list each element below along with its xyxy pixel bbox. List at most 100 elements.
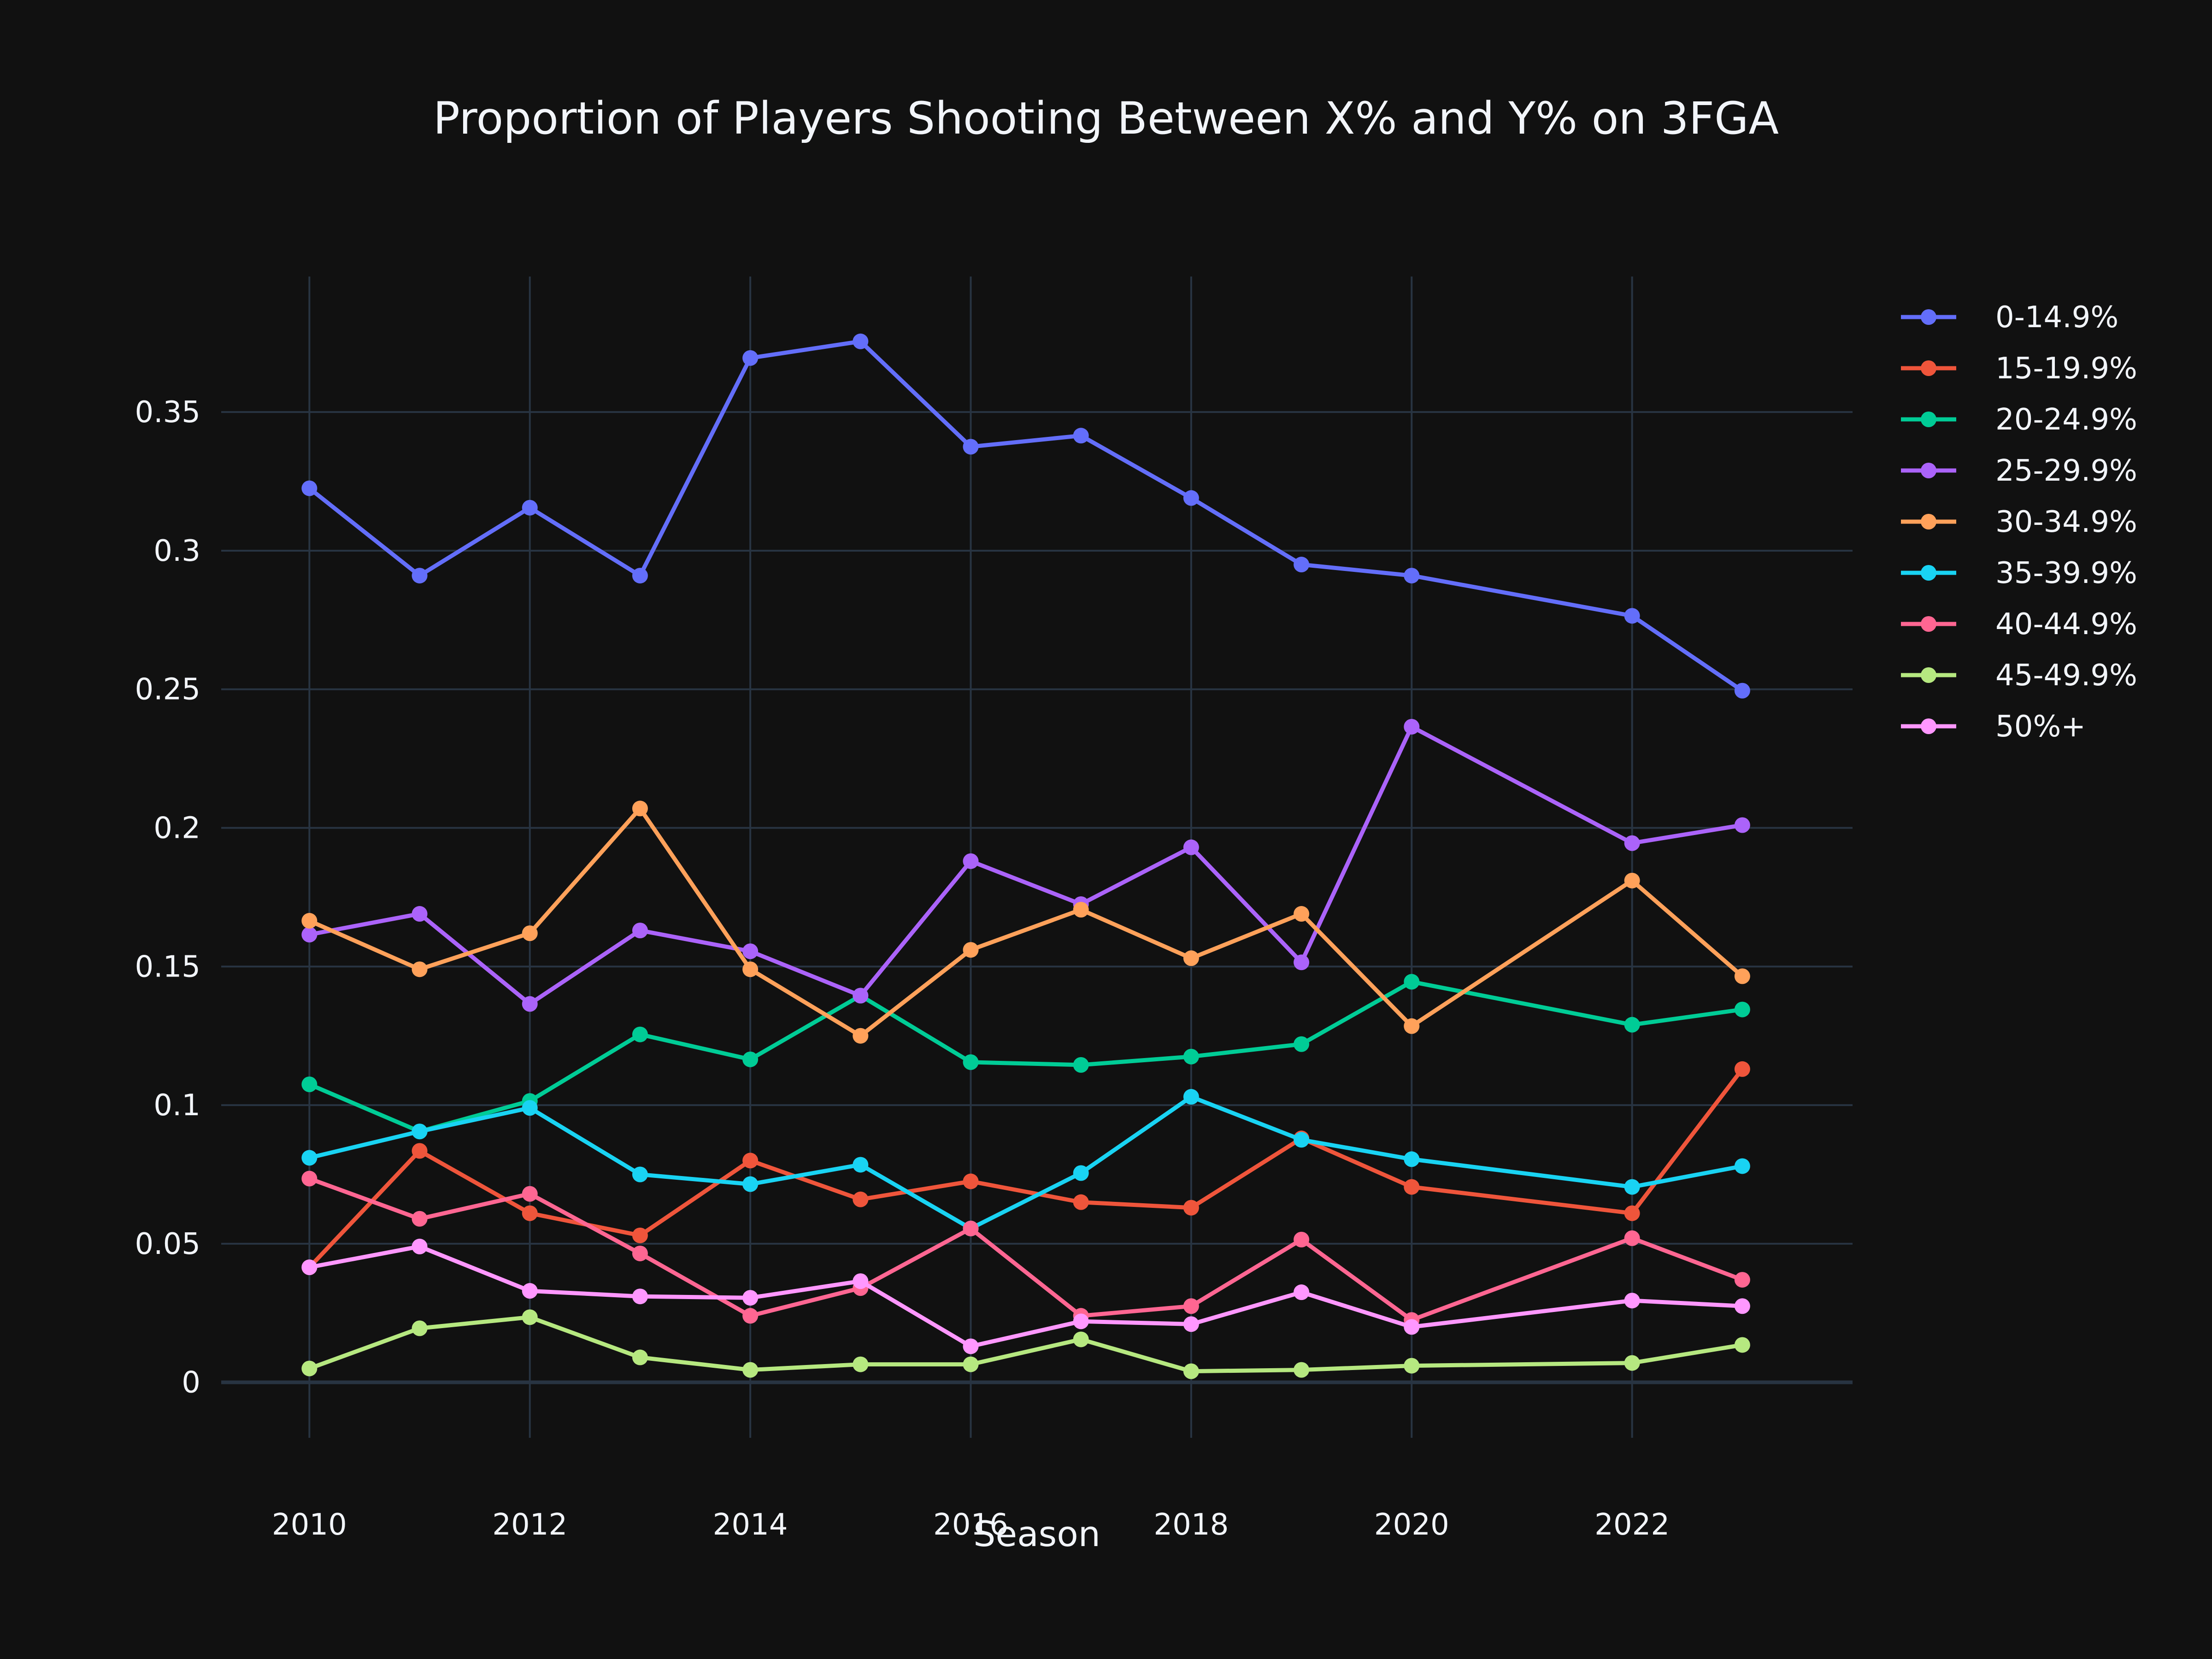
data-point	[853, 333, 869, 349]
data-point	[1073, 1313, 1089, 1330]
data-point	[1183, 1316, 1199, 1332]
legend-item[interactable]: 40-44.9%	[1901, 607, 2137, 641]
data-point	[1624, 1017, 1640, 1033]
data-point	[1294, 1036, 1310, 1052]
data-point	[522, 1186, 538, 1202]
data-point	[1294, 954, 1310, 971]
legend[interactable]: 0-14.9% 15-19.9% 20-24.9% 25-29.9% 30-34.9% 3…	[1901, 300, 2137, 744]
data-point	[963, 1173, 979, 1189]
data-point	[1183, 1200, 1199, 1216]
data-point	[301, 913, 318, 929]
legend-marker	[1921, 360, 1936, 376]
series-30-34.9%	[301, 800, 1750, 1044]
legend-item[interactable]: 25-29.9%	[1901, 454, 2137, 488]
data-point	[632, 800, 648, 817]
y-tick-label: 0	[182, 1366, 200, 1400]
x-tick-label: 2010	[272, 1508, 347, 1542]
data-point	[1294, 1284, 1310, 1300]
data-point	[742, 1051, 759, 1067]
data-point	[1073, 901, 1089, 918]
data-point	[1734, 1158, 1750, 1174]
data-point	[632, 1288, 648, 1305]
legend-label: 15-19.9%	[1995, 352, 2137, 386]
data-point	[1183, 950, 1199, 966]
y-tick-label: 0.35	[135, 395, 201, 429]
data-point	[742, 1153, 759, 1169]
data-point	[301, 1259, 318, 1276]
data-point	[742, 1308, 759, 1324]
data-point	[632, 1026, 648, 1042]
data-point	[1404, 718, 1420, 735]
data-point	[522, 925, 538, 941]
x-tick-label: 2020	[1374, 1508, 1449, 1542]
data-point	[853, 1273, 869, 1289]
x-tick-label: 2014	[713, 1508, 788, 1542]
axes: 2010 2012 2014 2016 2018 2020 2022 0 0.05 0.1 0.15…	[135, 395, 1670, 1542]
x-tick-label: 2022	[1594, 1508, 1670, 1542]
legend-item[interactable]: 15-19.9%	[1901, 352, 2137, 386]
data-point	[1294, 557, 1310, 573]
data-point	[301, 1171, 318, 1187]
data-point	[1624, 835, 1640, 851]
data-point	[742, 961, 759, 977]
legend-label: 40-44.9%	[1995, 607, 2137, 641]
legend-item[interactable]: 35-39.9%	[1901, 556, 2137, 590]
data-point	[963, 942, 979, 958]
data-point	[1404, 1358, 1420, 1374]
data-point	[963, 1356, 979, 1372]
legend-item[interactable]: 0-14.9%	[1901, 300, 2118, 335]
data-point	[412, 1211, 428, 1227]
data-point	[1734, 1337, 1750, 1353]
legend-marker	[1921, 309, 1936, 325]
legend-marker	[1921, 514, 1936, 529]
data-point	[853, 1356, 869, 1372]
data-point	[301, 1360, 318, 1377]
data-point	[301, 927, 318, 943]
data-point	[1073, 1057, 1089, 1073]
data-point	[522, 1283, 538, 1299]
legend-item[interactable]: 30-34.9%	[1901, 505, 2137, 539]
data-point	[742, 1290, 759, 1306]
data-point	[1183, 1048, 1199, 1065]
data-point	[632, 568, 648, 584]
x-tick-label: 2012	[492, 1508, 567, 1542]
plot-area	[301, 333, 1750, 1379]
legend-label: 35-39.9%	[1995, 556, 2137, 590]
legend-marker	[1921, 667, 1936, 683]
data-point	[412, 906, 428, 922]
data-point	[412, 1124, 428, 1140]
data-point	[1073, 1331, 1089, 1347]
data-point	[522, 1205, 538, 1221]
legend-label: 20-24.9%	[1995, 403, 2137, 437]
data-point	[1624, 1293, 1640, 1309]
data-point	[522, 500, 538, 516]
legend-item[interactable]: 45-49.9%	[1901, 659, 2137, 693]
data-point	[301, 1076, 318, 1092]
data-point	[1404, 1018, 1420, 1034]
data-point	[853, 988, 869, 1004]
y-tick-label: 0.3	[153, 534, 200, 568]
legend-label: 0-14.9%	[1995, 300, 2118, 335]
data-point	[1073, 1165, 1089, 1181]
data-point	[412, 1320, 428, 1336]
data-point	[301, 1150, 318, 1166]
data-point	[1073, 428, 1089, 444]
data-point	[632, 923, 648, 939]
data-point	[963, 439, 979, 455]
data-point	[632, 1349, 648, 1365]
legend-item[interactable]: 20-24.9%	[1901, 403, 2137, 437]
data-point	[1404, 974, 1420, 990]
data-point	[1294, 1132, 1310, 1148]
x-tick-label: 2016	[933, 1508, 1008, 1542]
legend-marker	[1921, 412, 1936, 427]
legend-marker	[1921, 463, 1936, 478]
data-point	[1183, 1089, 1199, 1105]
data-point	[1624, 1230, 1640, 1246]
data-point	[1073, 1194, 1089, 1210]
data-point	[742, 1362, 759, 1378]
data-point	[963, 853, 979, 869]
data-point	[1183, 1363, 1199, 1379]
data-point	[742, 943, 759, 959]
legend-item[interactable]: 50%+	[1901, 710, 2086, 744]
